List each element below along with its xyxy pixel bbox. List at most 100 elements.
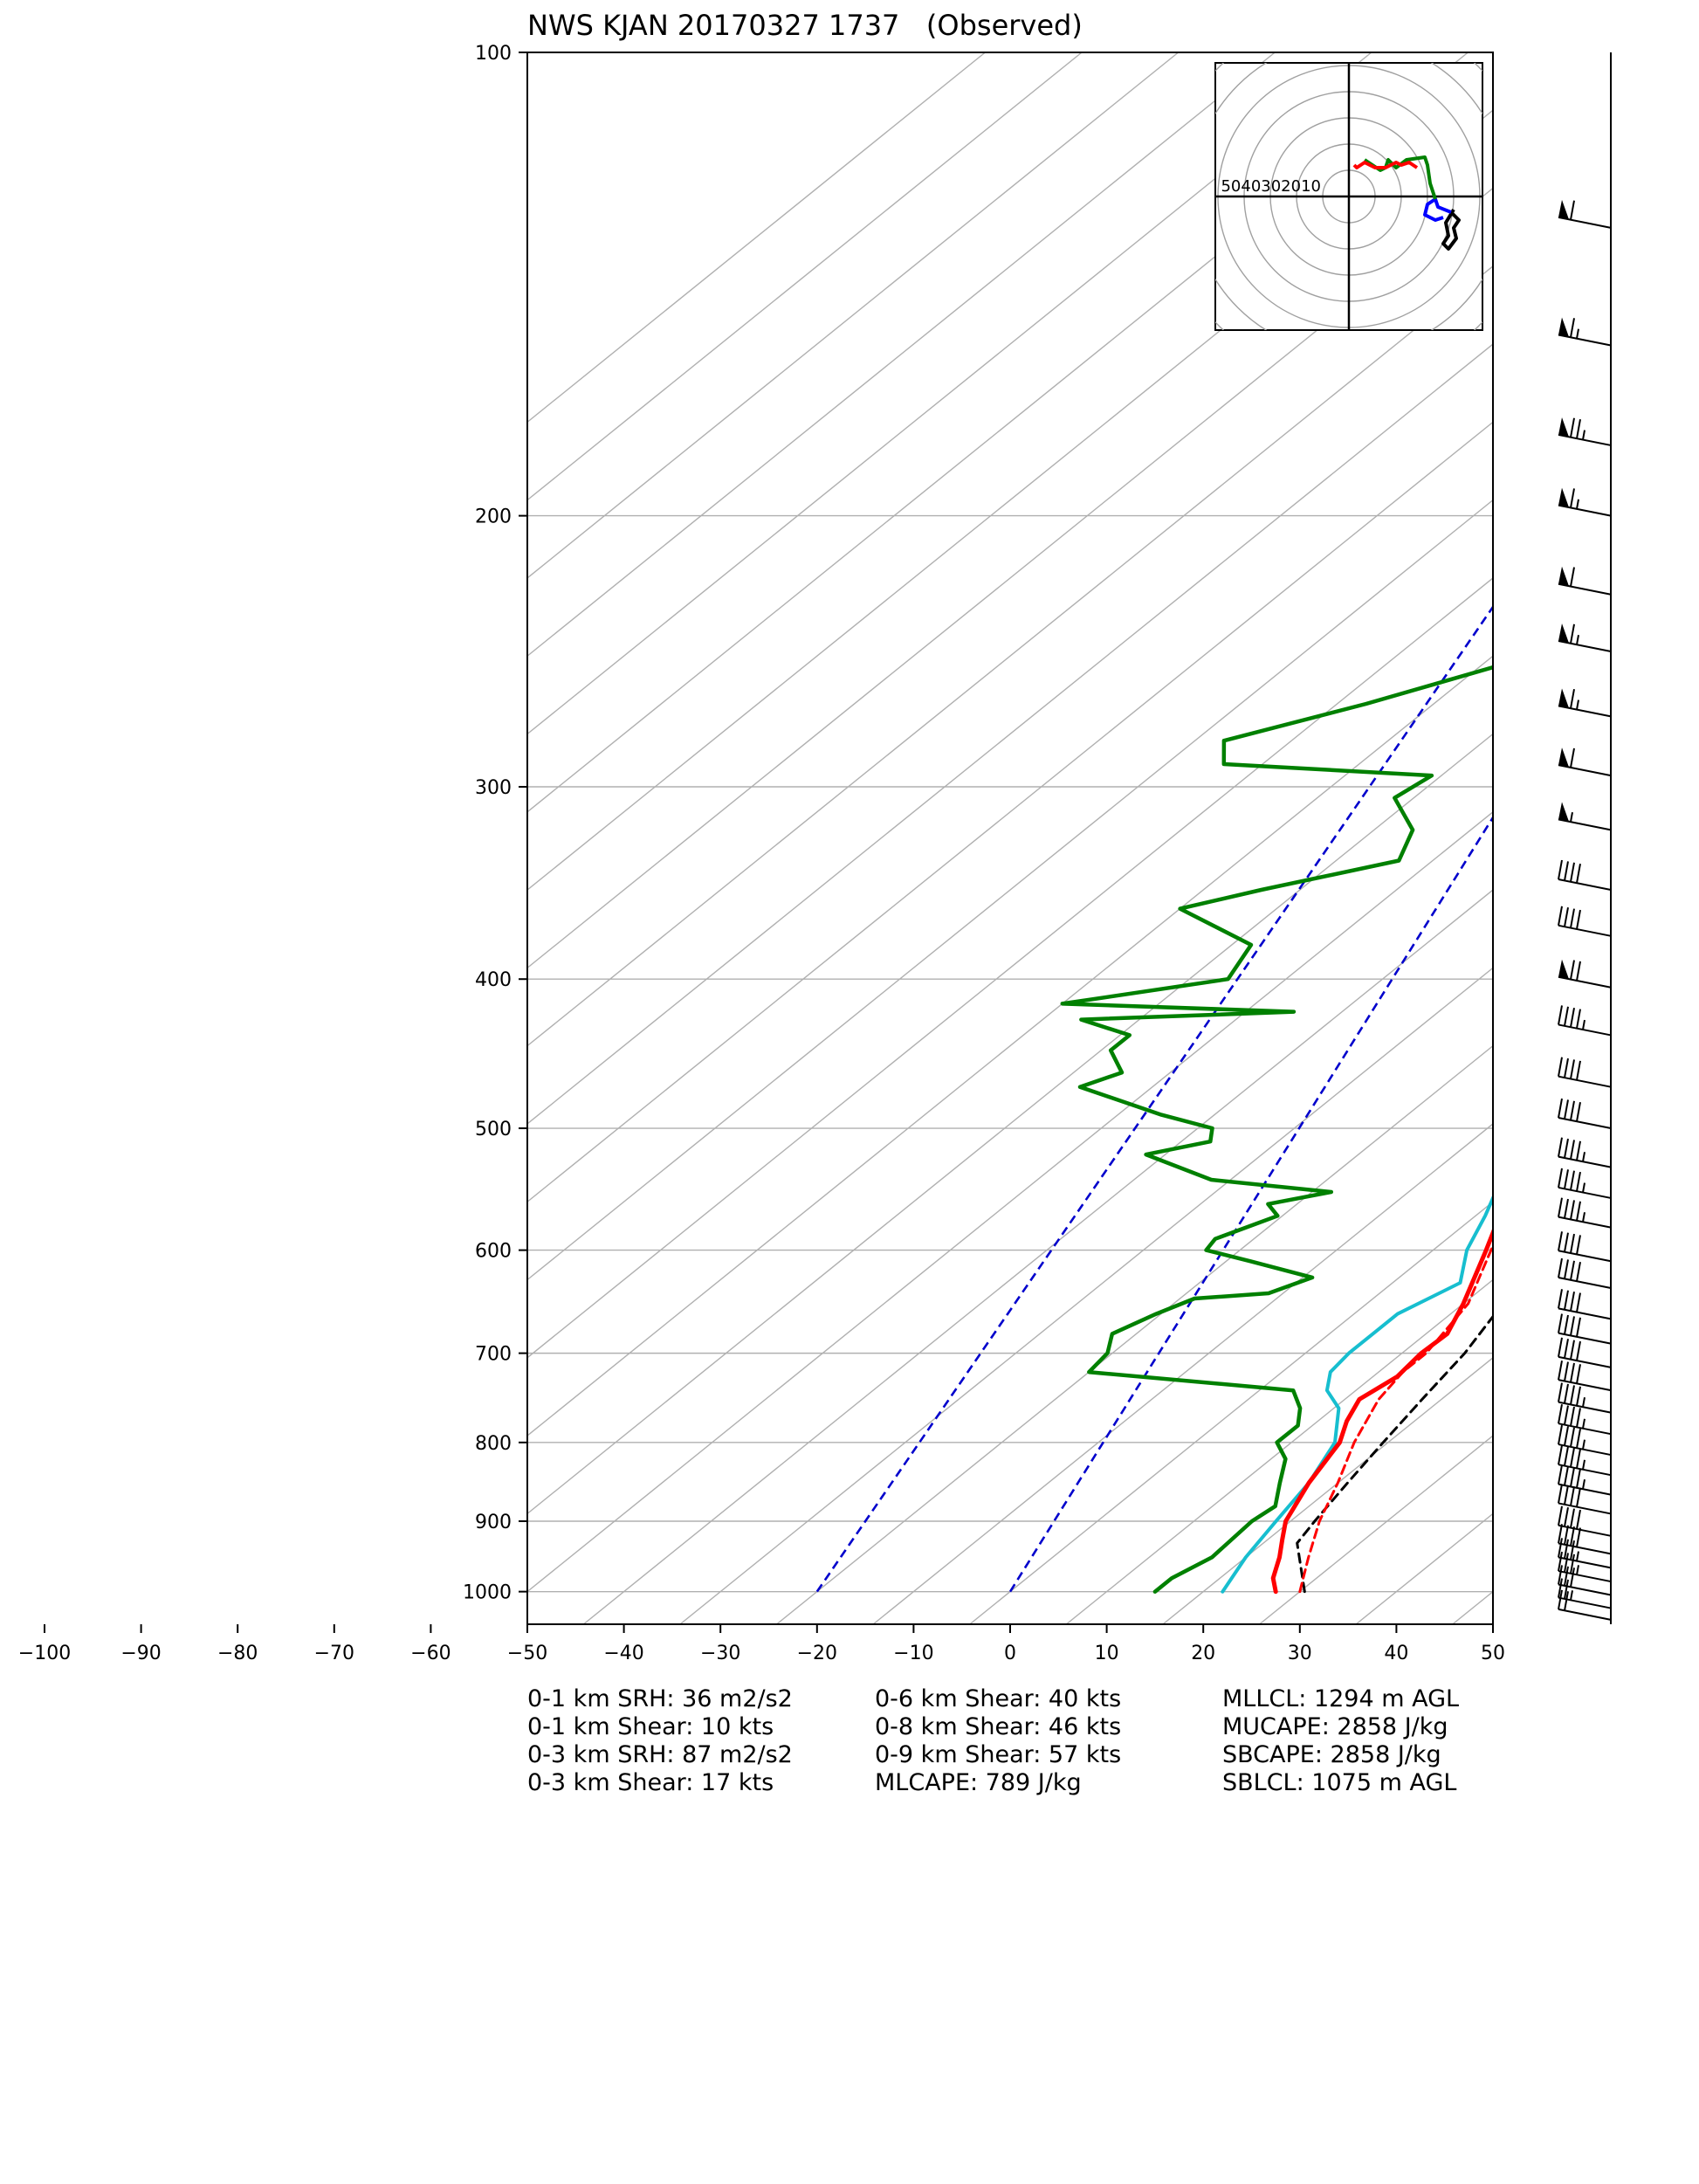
barb-feather xyxy=(1558,1313,1563,1333)
barb-shaft xyxy=(1558,1570,1612,1583)
barb-half-feather xyxy=(1582,1459,1586,1470)
parcel-trace xyxy=(1296,1314,1493,1594)
barb-shaft xyxy=(1558,924,1612,937)
temperature-trace xyxy=(1270,1227,1493,1595)
barb-shaft xyxy=(1558,1277,1612,1289)
barb-shaft xyxy=(1558,1542,1612,1555)
barb-feather xyxy=(1576,1292,1581,1312)
isotherm-line xyxy=(872,1123,1493,1624)
barb-shaft xyxy=(1558,1250,1612,1263)
barb-feather xyxy=(1558,1589,1563,1610)
wind-barb xyxy=(1558,688,1612,718)
barb-feather xyxy=(1576,1060,1581,1081)
wind-barb xyxy=(1558,417,1612,446)
barb-feather xyxy=(1564,1058,1569,1078)
barb-feather xyxy=(1570,1447,1575,1468)
barb-feather xyxy=(1564,1591,1569,1611)
barb-feather xyxy=(1576,1509,1581,1530)
stat-line: SBLCL: 1075 m AGL xyxy=(1222,1769,1457,1796)
barb-feather xyxy=(1576,864,1581,884)
hodograph-trace xyxy=(1423,197,1452,222)
barb-half-feather xyxy=(1582,1397,1586,1408)
barb-flag xyxy=(1558,317,1569,337)
barb-feather xyxy=(1576,418,1581,439)
barb-feather xyxy=(1564,1169,1569,1189)
stat-line: 0-1 km Shear: 10 kts xyxy=(527,1713,774,1740)
y-tick-label: 400 xyxy=(475,969,512,991)
wind-barb xyxy=(1558,1289,1612,1320)
barb-feather xyxy=(1576,1102,1581,1122)
barb-feather xyxy=(1576,1009,1581,1029)
barb-feather xyxy=(1558,1231,1563,1251)
x-tick-label: −50 xyxy=(507,1643,547,1664)
barb-feather xyxy=(1570,1467,1575,1487)
barb-feather xyxy=(1570,908,1575,928)
barb-feather xyxy=(1558,1257,1563,1278)
x-tick-label: 40 xyxy=(1384,1643,1408,1664)
isotherm-line xyxy=(1065,1278,1493,1624)
barb-feather xyxy=(1576,909,1581,930)
isotherm-line xyxy=(527,499,1493,1281)
barb-feather xyxy=(1576,1317,1581,1337)
x-tick-label: 0 xyxy=(1004,1643,1016,1664)
wind-barb xyxy=(1558,1231,1612,1263)
dewpoint-green-trace xyxy=(1060,665,1493,1594)
barb-half-feather xyxy=(1576,1551,1579,1561)
isotherm-line xyxy=(527,810,1493,1593)
barb-feather xyxy=(1570,624,1575,644)
barb-shaft xyxy=(1558,1401,1612,1414)
barb-feather xyxy=(1564,861,1569,881)
y-tick-label: 900 xyxy=(475,1512,512,1533)
x-tick-label: −40 xyxy=(603,1643,643,1664)
wind-barb xyxy=(1558,1538,1612,1569)
barb-feather xyxy=(1558,1382,1563,1402)
virtual-temperature-trace xyxy=(1298,1241,1493,1594)
barb-half-feather xyxy=(1576,1565,1579,1575)
stat-line: 0-1 km SRH: 36 m2/s2 xyxy=(527,1685,793,1712)
isotherm-line xyxy=(527,52,1083,501)
wind-barb xyxy=(1558,1098,1612,1130)
barb-feather xyxy=(1564,1426,1569,1446)
barb-feather xyxy=(1558,1565,1563,1585)
wind-barb xyxy=(1558,317,1612,347)
barb-shaft xyxy=(1558,878,1612,891)
barb-feather xyxy=(1564,1198,1569,1219)
isotherm-line xyxy=(527,655,1493,1436)
stat-line: MLCAPE: 789 J/kg xyxy=(875,1769,1082,1796)
wind-barb xyxy=(1558,199,1612,229)
barb-feather xyxy=(1570,200,1575,220)
wind-barb xyxy=(1558,1589,1612,1621)
barb-feather xyxy=(1570,1385,1575,1405)
barb-flag xyxy=(1558,487,1569,508)
barb-shaft xyxy=(1558,216,1612,229)
barb-flag xyxy=(1558,802,1569,822)
y-tick-label: 300 xyxy=(475,777,512,799)
barb-feather xyxy=(1576,1408,1581,1428)
barb-feather xyxy=(1570,1427,1575,1448)
wind-barb xyxy=(1558,1313,1612,1345)
isotherm-line xyxy=(969,1201,1493,1624)
stat-line: 0-3 km Shear: 17 kts xyxy=(527,1769,774,1796)
barb-half-feather xyxy=(1582,430,1586,440)
barb-shaft xyxy=(1558,1524,1612,1537)
isotherm-line xyxy=(527,577,1493,1359)
barb-feather xyxy=(1558,1098,1563,1119)
barb-feather xyxy=(1576,1468,1581,1489)
barb-shaft xyxy=(1558,1556,1612,1569)
barb-feather xyxy=(1564,1446,1569,1466)
barb-feather xyxy=(1558,1538,1563,1558)
barb-feather xyxy=(1564,1232,1569,1252)
barb-feather xyxy=(1558,1289,1563,1309)
isotherm-line xyxy=(679,967,1493,1624)
x-tick-label: 50 xyxy=(1481,1643,1505,1664)
barb-feather xyxy=(1570,688,1575,709)
barb-shaft xyxy=(1558,1332,1612,1345)
barb-feather xyxy=(1564,1361,1569,1381)
barb-half-feather xyxy=(1582,1418,1586,1429)
y-tick-label: 100 xyxy=(475,43,512,65)
barb-feather xyxy=(1570,488,1575,508)
wind-barb xyxy=(1558,1168,1612,1199)
axes: −100 −90 −80 −70 −60 −50 −40 −30 −20 −10 0 10 20 30 40… xyxy=(18,43,1505,1664)
barb-feather xyxy=(1570,1486,1575,1506)
